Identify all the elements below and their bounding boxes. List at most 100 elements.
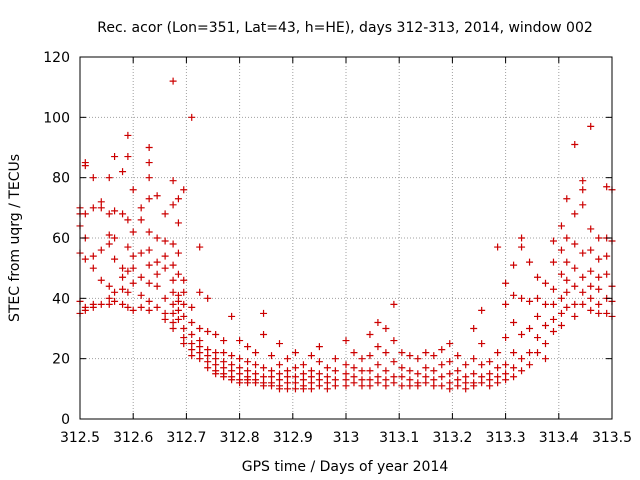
data-point [382, 349, 390, 357]
data-point [244, 379, 252, 387]
data-point [236, 355, 244, 363]
data-point [462, 361, 470, 369]
data-point [283, 379, 291, 387]
data-point [454, 376, 462, 384]
y-tick-label: 0 [61, 412, 70, 428]
data-point [438, 346, 446, 354]
x-axis-label: GPS time / Days of year 2014 [242, 459, 449, 475]
data-point [188, 113, 196, 121]
data-point [557, 309, 565, 317]
grid-lines [80, 57, 612, 419]
y-axis-label: STEC from uqrg / TECUs [7, 154, 23, 322]
data-point [268, 352, 276, 360]
data-point [510, 364, 518, 372]
data-point [169, 318, 177, 326]
data-point [153, 258, 161, 266]
data-point [549, 237, 557, 245]
data-point [502, 361, 510, 369]
data-point [454, 367, 462, 375]
data-point [212, 355, 220, 363]
data-point [557, 270, 565, 278]
data-point [406, 352, 414, 360]
data-point [204, 364, 212, 372]
data-point [220, 358, 228, 366]
data-point [105, 231, 113, 239]
data-point [315, 370, 323, 378]
data-point [526, 349, 534, 357]
data-point [358, 367, 366, 375]
data-point [603, 270, 611, 278]
data-point [196, 288, 204, 296]
data-point [169, 300, 177, 308]
data-point [579, 201, 587, 209]
data-point [252, 370, 260, 378]
data-point [260, 309, 268, 317]
data-point [299, 361, 307, 369]
data-point [145, 246, 153, 254]
data-point [323, 385, 331, 393]
x-tick-label: 313.5 [592, 430, 632, 446]
data-point [89, 303, 97, 311]
data-point [358, 382, 366, 390]
data-point [180, 334, 188, 342]
data-point [145, 297, 153, 305]
data-point [129, 186, 137, 194]
data-point [145, 195, 153, 203]
data-point [534, 312, 542, 320]
data-point [579, 186, 587, 194]
y-tick-label: 60 [52, 231, 70, 247]
data-point [244, 343, 252, 351]
data-point [342, 376, 350, 384]
tick-labels: 312.5 312.6 312.7 312.8 312.9 313 313.1 313.2 31… [43, 50, 632, 446]
data-point [549, 315, 557, 323]
data-point [494, 243, 502, 251]
data-point [129, 279, 137, 287]
data-point [579, 288, 587, 296]
data-point [81, 255, 89, 263]
data-point [542, 321, 549, 329]
data-point [587, 306, 595, 314]
data-point [323, 373, 331, 381]
data-point [518, 243, 526, 251]
data-point [587, 267, 595, 275]
data-point [276, 370, 283, 378]
data-point [587, 246, 595, 254]
data-point [422, 373, 430, 381]
data-point [323, 379, 331, 387]
data-point [315, 376, 323, 384]
data-point [119, 168, 127, 176]
data-point [470, 370, 478, 378]
data-point [180, 186, 188, 194]
data-point [236, 364, 244, 372]
data-point [542, 300, 549, 308]
data-point [97, 300, 105, 308]
x-tick-label: 312.7 [166, 430, 206, 446]
data-point [119, 273, 127, 281]
data-point [374, 379, 382, 387]
data-point [438, 361, 446, 369]
data-point [595, 285, 603, 293]
data-point [244, 367, 252, 375]
data-point [137, 273, 145, 281]
data-point [549, 285, 557, 293]
data-point [571, 300, 579, 308]
data-point [169, 309, 177, 317]
data-point [382, 367, 390, 375]
data-point [111, 207, 119, 215]
data-point [595, 309, 603, 317]
data-point [342, 337, 350, 345]
data-point [331, 382, 339, 390]
data-point [153, 282, 161, 290]
data-point [174, 249, 182, 257]
data-point [212, 361, 220, 369]
data-point [169, 325, 177, 332]
data-point [196, 355, 204, 363]
data-point [196, 243, 204, 251]
x-tick-label: 312.5 [60, 430, 100, 446]
data-point [161, 237, 169, 245]
data-point [276, 361, 283, 369]
data-point [366, 331, 374, 339]
data-point [119, 210, 127, 218]
data-point [358, 355, 366, 363]
